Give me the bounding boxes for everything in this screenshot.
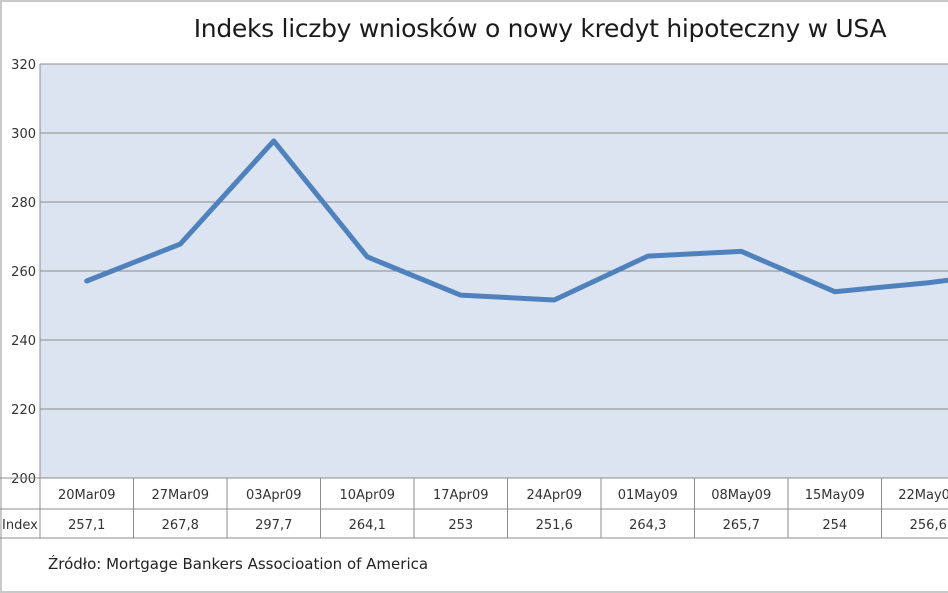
x-category-label: 01May09 — [618, 488, 678, 503]
x-category-label: 17Apr09 — [433, 488, 489, 503]
data-value-label: 256,6 — [910, 518, 947, 533]
source-note: Źródło: Mortgage Bankers Associoation of… — [48, 555, 429, 573]
y-tick-label: 320 — [11, 58, 36, 73]
series-name-label: Index — [2, 518, 38, 533]
data-value-label: 264,3 — [629, 518, 666, 533]
x-category-label: 15May09 — [805, 488, 865, 503]
y-tick-label: 280 — [11, 196, 36, 211]
x-category-label: 03Apr09 — [246, 488, 302, 503]
chart-title: Indeks liczby wniosków o nowy kredyt hip… — [193, 14, 887, 43]
x-category-label: 27Mar09 — [151, 488, 209, 503]
data-value-label: 267,8 — [162, 518, 199, 533]
x-category-label: 10Apr09 — [339, 488, 395, 503]
data-value-label: 257,1 — [68, 518, 105, 533]
x-category-label: 20Mar09 — [58, 488, 116, 503]
x-category-label: 24Apr09 — [526, 488, 582, 503]
y-tick-label: 200 — [11, 472, 36, 487]
data-value-label: 251,6 — [536, 518, 573, 533]
x-category-label: 08May09 — [711, 488, 771, 503]
y-tick-label: 240 — [11, 334, 36, 349]
data-value-label: 253 — [448, 518, 473, 533]
y-tick-label: 220 — [11, 403, 36, 418]
data-value-label: 264,1 — [349, 518, 386, 533]
y-tick-label: 300 — [11, 127, 36, 142]
y-tick-label: 260 — [11, 265, 36, 280]
series-line — [84, 138, 948, 303]
data-value-label: 254 — [822, 518, 847, 533]
data-value-label: 265,7 — [723, 518, 760, 533]
x-category-label: 22May09 — [898, 488, 948, 503]
data-value-label: 297,7 — [255, 518, 292, 533]
